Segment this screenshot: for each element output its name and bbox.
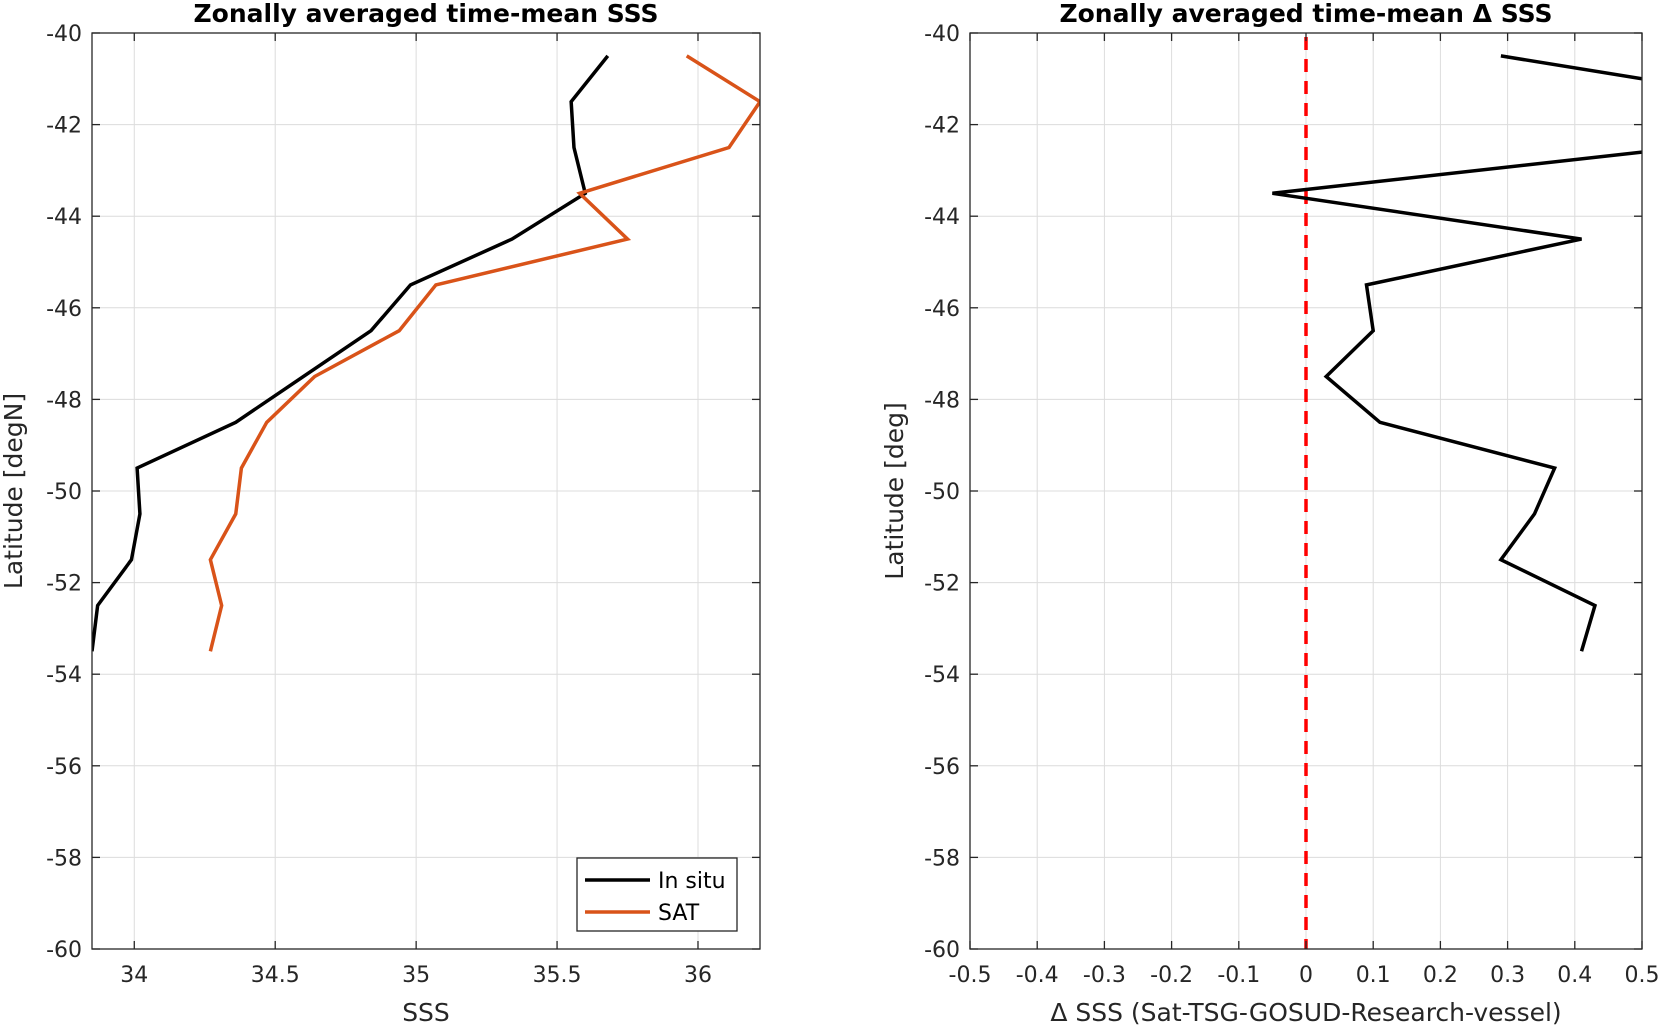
y-tick-label: -52 bbox=[46, 572, 82, 597]
x-tick-label: -0.4 bbox=[1016, 963, 1059, 988]
x-tick-label: 0 bbox=[1299, 963, 1313, 988]
y-tick-label: -44 bbox=[46, 205, 82, 230]
y-tick-label: -48 bbox=[46, 388, 82, 413]
y-tick-label: -40 bbox=[46, 22, 82, 47]
x-tick-label: -0.1 bbox=[1217, 963, 1260, 988]
y-tick-label: -52 bbox=[924, 572, 960, 597]
y-tick-label: -48 bbox=[924, 388, 960, 413]
delta-lines bbox=[1272, 54, 1642, 652]
y-tick-label: -56 bbox=[924, 755, 960, 780]
x-tick-label: 34.5 bbox=[251, 963, 300, 988]
sss-x-axis-label: SSS bbox=[402, 998, 450, 1026]
series-line-delta-0 bbox=[1272, 54, 1642, 652]
x-tick-label: 0.4 bbox=[1557, 963, 1592, 988]
delta-y-axis-label: Latitude [deg] bbox=[880, 402, 909, 579]
x-tick-label: 0.2 bbox=[1423, 963, 1458, 988]
series-line-in-situ bbox=[92, 54, 610, 652]
sss-y-axis-label: Latitude [degN] bbox=[0, 393, 28, 589]
y-tick-label: -60 bbox=[924, 938, 960, 963]
y-tick-label: -56 bbox=[46, 755, 82, 780]
delta-x-axis-label: Δ SSS (Sat-TSG-GOSUD-Research-vessel) bbox=[1050, 998, 1561, 1026]
series-line-sat bbox=[208, 54, 760, 652]
y-tick-label: -46 bbox=[924, 297, 960, 322]
sss-ticks: 34 34.5 35 35.5 36 -60 -58 -56 -54 -52 -50 -48 -46 -4… bbox=[46, 22, 760, 988]
y-tick-label: -42 bbox=[46, 114, 82, 139]
x-tick-label: 34 bbox=[120, 963, 148, 988]
y-tick-label: -58 bbox=[924, 846, 960, 871]
y-tick-label: -54 bbox=[924, 663, 960, 688]
x-tick-label: 0.3 bbox=[1490, 963, 1525, 988]
sss-panel: 34 34.5 35 35.5 36 -60 -58 -56 -54 -52 -50 -48 -46 -4… bbox=[0, 0, 761, 1026]
delta-ticks: -0.5 -0.4 -0.3 -0.2 -0.1 0 0.1 0.2 0.3 0.4 0.5 -60 -… bbox=[924, 22, 1659, 988]
legend-label-in-situ: In situ bbox=[658, 869, 726, 894]
x-tick-label: 0.1 bbox=[1356, 963, 1391, 988]
y-tick-label: -44 bbox=[924, 205, 960, 230]
sss-chart-title: Zonally averaged time-mean SSS bbox=[194, 0, 659, 28]
y-tick-label: -58 bbox=[46, 846, 82, 871]
x-tick-label: -0.5 bbox=[949, 963, 992, 988]
legend-label-sat: SAT bbox=[658, 901, 700, 926]
x-tick-label: -0.3 bbox=[1083, 963, 1126, 988]
x-tick-label: 36 bbox=[684, 963, 712, 988]
y-tick-label: -46 bbox=[46, 297, 82, 322]
y-tick-label: -54 bbox=[46, 663, 82, 688]
legend-box bbox=[576, 857, 738, 932]
x-tick-label: 0.5 bbox=[1625, 963, 1660, 988]
y-tick-label: -50 bbox=[46, 480, 82, 505]
x-tick-label: 35 bbox=[402, 963, 430, 988]
delta-sss-panel: -0.5 -0.4 -0.3 -0.2 -0.1 0 0.1 0.2 0.3 0.4 0.5 -60 -… bbox=[880, 0, 1660, 1026]
delta-chart-title: Zonally averaged time-mean Δ SSS bbox=[1060, 0, 1553, 28]
y-tick-label: -50 bbox=[924, 480, 960, 505]
legend: In situ SAT bbox=[576, 857, 738, 932]
y-tick-label: -40 bbox=[924, 22, 960, 47]
sss-lines bbox=[92, 54, 760, 652]
y-tick-label: -60 bbox=[46, 938, 82, 963]
x-tick-label: -0.2 bbox=[1150, 963, 1193, 988]
y-tick-label: -42 bbox=[924, 114, 960, 139]
x-tick-label: 35.5 bbox=[533, 963, 582, 988]
